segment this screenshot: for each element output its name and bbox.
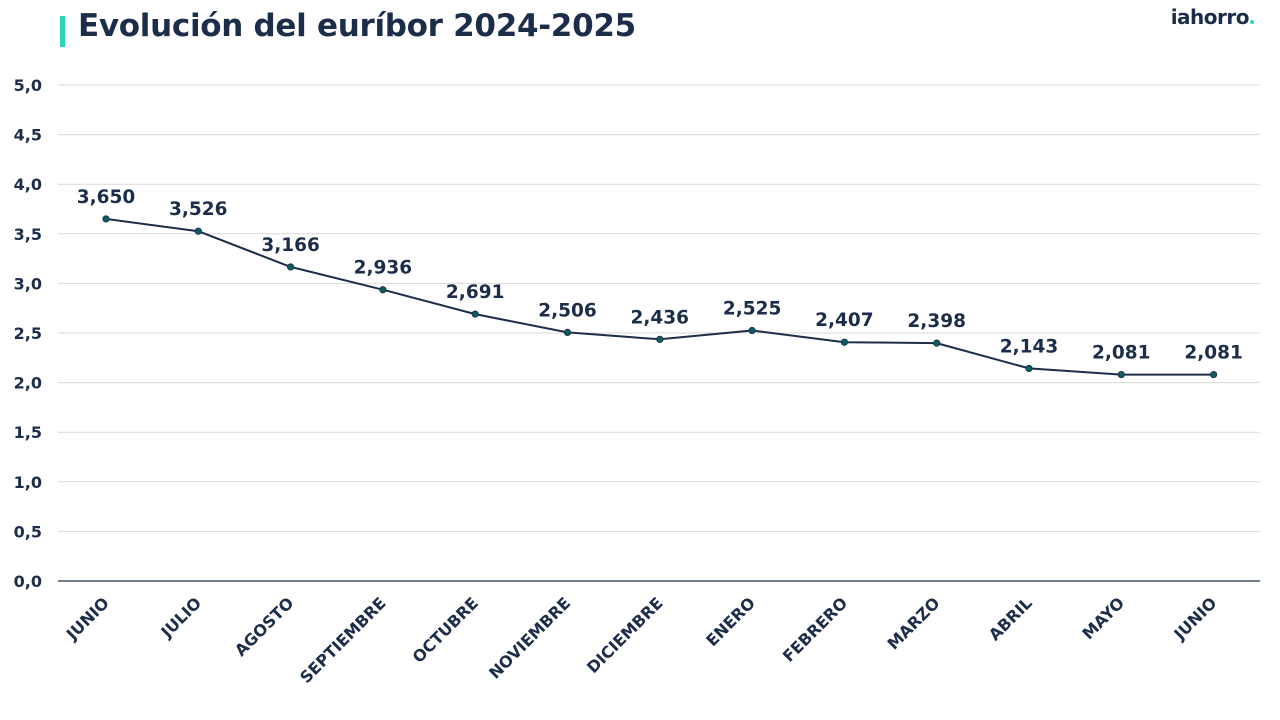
data-label: 2,398 [907, 311, 966, 332]
y-tick-label: 1,5 [14, 423, 42, 442]
y-tick-label: 2,0 [14, 374, 42, 393]
data-label: 2,436 [631, 307, 690, 328]
data-label: 3,650 [77, 187, 136, 208]
data-label: 2,081 [1184, 343, 1243, 364]
y-tick-label: 1,0 [14, 473, 42, 492]
logo-dot [1250, 20, 1254, 24]
x-tick-label: AGOSTO [231, 593, 298, 660]
data-label: 2,143 [1000, 336, 1059, 357]
data-label: 2,506 [538, 300, 597, 321]
x-tick-label: SEPTIEMBRE [296, 593, 390, 687]
x-tick-label: DICIEMBRE [583, 593, 667, 677]
x-tick-label: ENERO [702, 593, 759, 650]
brand-logo: iahorro [1171, 5, 1254, 29]
x-tick-label: JUNIO [62, 593, 113, 644]
data-point [471, 310, 479, 318]
y-tick-label: 0,5 [14, 522, 42, 541]
data-point [1117, 370, 1125, 379]
data-point [194, 227, 202, 235]
y-tick-label: 0,0 [14, 572, 42, 591]
y-axis-ticks: 0,0 0,5 1,0 1,5 2,0 2,5 3,0 3,5 4,0 4,5 5,0 [14, 76, 42, 591]
data-point [933, 339, 941, 347]
x-tick-label: MARZO [884, 593, 944, 653]
data-point [1025, 364, 1033, 373]
data-point [1210, 370, 1218, 379]
title-accent-bar [60, 16, 65, 47]
data-point [102, 215, 110, 223]
x-tick-label: OCTUBRE [409, 593, 482, 666]
data-point [563, 328, 572, 337]
gridlines [58, 84, 1260, 582]
data-point [286, 263, 295, 271]
data-point [840, 338, 849, 346]
data-label: 2,407 [815, 310, 874, 331]
logo-text: iahorro [1170, 5, 1250, 29]
y-tick-label: 3,5 [14, 225, 42, 244]
x-tick-label: FEBRERO [779, 593, 851, 665]
data-point [748, 326, 756, 335]
data-points [102, 215, 1218, 379]
x-tick-label: NOVIEMBRE [485, 593, 574, 682]
data-labels: 3,650 3,526 3,166 2,936 2,691 2,506 2,436 2,525… [77, 187, 1243, 364]
y-tick-label: 4,5 [14, 126, 42, 145]
x-tick-label: JULIO [157, 593, 206, 642]
x-tick-label: ABRIL [985, 593, 1036, 644]
data-label: 2,691 [446, 282, 505, 303]
y-tick-label: 5,0 [14, 76, 42, 95]
y-tick-label: 2,5 [14, 324, 42, 343]
data-label: 2,936 [354, 258, 413, 279]
data-point [656, 335, 664, 343]
x-tick-label: MAYO [1078, 593, 1128, 643]
y-tick-label: 3,0 [14, 274, 42, 293]
data-label: 3,166 [261, 235, 320, 256]
data-label: 2,525 [723, 299, 782, 320]
data-label: 3,526 [169, 199, 228, 220]
y-tick-label: 4,0 [14, 175, 42, 194]
chart-title: Evolución del euríbor 2024-2025 [78, 8, 636, 44]
data-label: 2,081 [1092, 343, 1151, 364]
x-tick-label: JUNIO [1170, 593, 1221, 644]
data-point [379, 286, 387, 294]
